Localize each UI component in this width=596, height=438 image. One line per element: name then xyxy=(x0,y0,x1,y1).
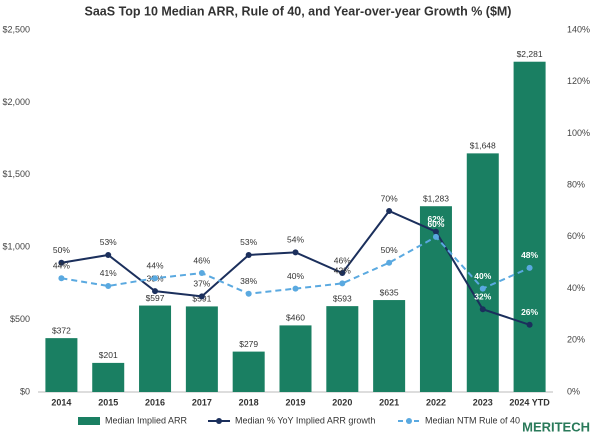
data-label: 50% xyxy=(53,245,70,255)
point xyxy=(386,208,393,214)
y2-tick-label: 120% xyxy=(567,76,590,86)
data-label: 53% xyxy=(240,237,257,247)
data-label: 44% xyxy=(147,260,164,270)
point xyxy=(105,282,112,289)
point xyxy=(479,306,486,313)
data-label: 38% xyxy=(240,276,257,286)
bar xyxy=(139,305,172,392)
bar xyxy=(326,306,359,392)
legend-marker xyxy=(406,418,412,424)
data-label: $1,283 xyxy=(423,193,449,203)
legend-swatch xyxy=(78,417,100,425)
x-tick-label: 2021 xyxy=(379,397,399,407)
data-label: 44% xyxy=(53,260,70,270)
data-label: 40% xyxy=(287,271,304,281)
data-label: 26% xyxy=(521,307,538,317)
point xyxy=(292,249,299,256)
data-label: $279 xyxy=(239,339,258,349)
bar xyxy=(279,325,312,392)
bar xyxy=(373,300,406,392)
data-label: 70% xyxy=(381,193,398,203)
point xyxy=(152,275,159,282)
x-tick-label: 2015 xyxy=(98,397,118,407)
point xyxy=(198,270,205,277)
point xyxy=(152,288,159,295)
point xyxy=(386,259,393,266)
data-label: $593 xyxy=(333,293,352,303)
y2-tick-label: 0% xyxy=(567,386,580,396)
data-label: $201 xyxy=(99,350,118,360)
data-label: 46% xyxy=(334,255,351,265)
x-tick-label: 2019 xyxy=(285,397,305,407)
point xyxy=(245,290,252,297)
x-tick-label: 2017 xyxy=(192,397,212,407)
y-tick-label: $1,000 xyxy=(2,242,30,252)
y2-tick-label: 20% xyxy=(567,335,585,345)
data-label: $635 xyxy=(380,287,399,297)
chart-title: SaaS Top 10 Median ARR, Rule of 40, and … xyxy=(85,4,512,18)
point xyxy=(198,293,205,300)
legend-marker xyxy=(216,418,222,424)
point xyxy=(58,275,65,282)
data-label: $1,648 xyxy=(470,141,496,151)
data-label: $372 xyxy=(52,325,71,335)
point xyxy=(432,233,439,240)
point xyxy=(526,321,533,328)
data-label: 54% xyxy=(287,235,304,245)
data-label: 48% xyxy=(521,250,538,260)
point xyxy=(58,259,65,266)
data-label: 50% xyxy=(381,245,398,255)
y2-tick-label: 140% xyxy=(567,24,590,34)
data-label: $460 xyxy=(286,313,305,323)
point xyxy=(526,264,533,271)
bar xyxy=(92,362,125,392)
growth-line xyxy=(61,209,530,326)
data-label: 46% xyxy=(193,255,210,265)
point xyxy=(479,285,486,292)
data-label: $597 xyxy=(146,293,165,303)
data-label: 37% xyxy=(193,279,210,289)
bar xyxy=(466,153,499,392)
y2-tick-label: 80% xyxy=(567,180,585,190)
legend-label: Median % YoY Implied ARR growth xyxy=(235,415,375,425)
legend-label: Median NTM Rule of 40 xyxy=(425,415,520,425)
x-tick-label: 2016 xyxy=(145,397,165,407)
y2-tick-label: 60% xyxy=(567,231,585,241)
y-tick-label: $2,000 xyxy=(2,97,30,107)
y-tick-label: $2,500 xyxy=(2,24,30,34)
data-label: 62% xyxy=(427,214,444,224)
watermark: MERITECH xyxy=(522,419,590,434)
y-tick-label: $1,500 xyxy=(2,169,30,179)
x-tick-label: 2022 xyxy=(426,397,446,407)
data-label: 60% xyxy=(427,219,444,229)
point xyxy=(105,251,112,258)
data-label: 41% xyxy=(100,268,117,278)
bar xyxy=(45,338,78,392)
data-label: $2,281 xyxy=(517,49,543,59)
point xyxy=(292,285,299,292)
rule-of-40-line xyxy=(61,235,530,295)
x-tick-label: 2024 YTD xyxy=(509,397,550,407)
bar xyxy=(185,306,218,392)
data-label: 40% xyxy=(474,271,491,281)
point xyxy=(339,270,346,277)
bar xyxy=(513,61,546,392)
x-tick-label: 2014 xyxy=(51,397,71,407)
x-tick-label: 2023 xyxy=(473,397,493,407)
data-label: 53% xyxy=(100,237,117,247)
x-tick-label: 2020 xyxy=(332,397,352,407)
legend-label: Median Implied ARR xyxy=(105,415,188,425)
data-label: 32% xyxy=(474,292,491,302)
y-tick-label: $500 xyxy=(10,314,30,324)
y2-tick-label: 100% xyxy=(567,128,590,138)
y-tick-label: $0 xyxy=(20,386,30,396)
data-label: 42% xyxy=(334,266,351,276)
point xyxy=(432,228,439,235)
point xyxy=(339,280,346,287)
x-tick-label: 2018 xyxy=(239,397,259,407)
y2-tick-label: 40% xyxy=(567,283,585,293)
point xyxy=(245,251,252,258)
bar xyxy=(232,351,265,392)
